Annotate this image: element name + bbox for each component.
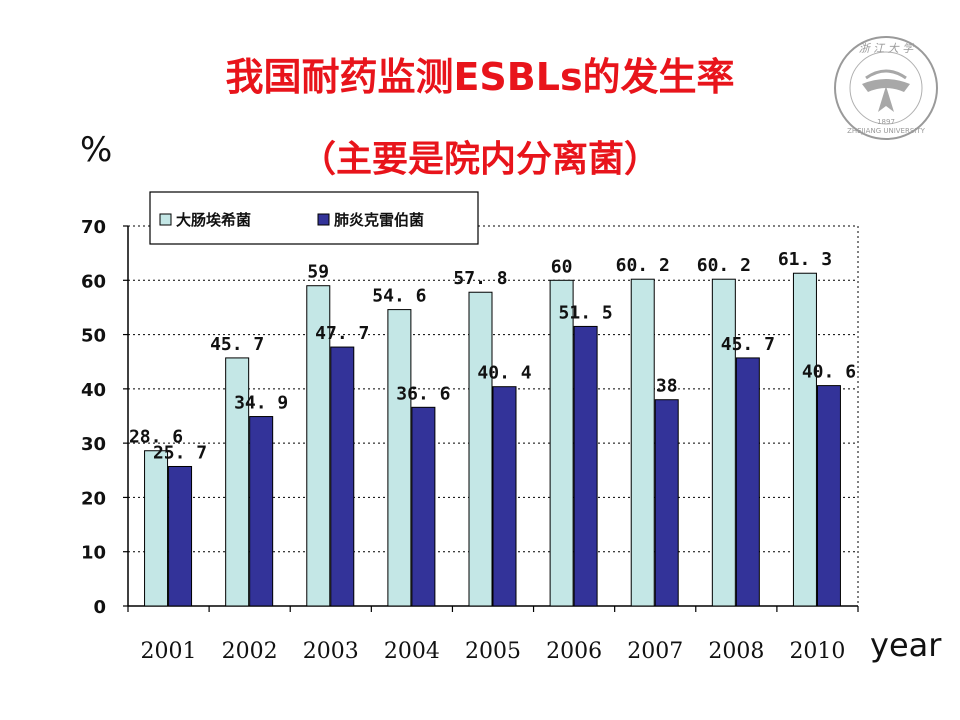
data-label: 57. 8 bbox=[453, 268, 507, 289]
bar-series1 bbox=[144, 450, 169, 607]
legend-swatch bbox=[159, 213, 172, 226]
data-label: 36. 6 bbox=[396, 383, 450, 404]
x-tick-label: 2004 bbox=[384, 639, 440, 664]
data-label: 45. 7 bbox=[210, 334, 264, 355]
bar-series2 bbox=[573, 325, 598, 607]
data-label: 25. 7 bbox=[153, 442, 207, 463]
data-label: 61. 3 bbox=[778, 249, 832, 270]
x-tick-label: 2005 bbox=[465, 639, 521, 664]
y-tick-label: 30 bbox=[81, 434, 106, 455]
y-tick-label: 10 bbox=[81, 543, 106, 564]
data-label: 45. 7 bbox=[721, 334, 775, 355]
x-tick-label: 2008 bbox=[708, 639, 764, 664]
y-unit-label: % bbox=[80, 130, 113, 170]
bar-series2 bbox=[816, 385, 841, 607]
data-label: 51. 5 bbox=[559, 302, 613, 323]
bar-series1 bbox=[630, 278, 655, 607]
y-tick-label: 20 bbox=[81, 488, 106, 509]
bar-series1 bbox=[306, 285, 331, 607]
y-tick-label: 60 bbox=[81, 271, 106, 292]
x-tick-label: 2006 bbox=[546, 639, 602, 664]
data-label: 38 bbox=[656, 376, 678, 397]
x-tick-label: 2001 bbox=[141, 639, 197, 664]
data-label: 60 bbox=[551, 256, 573, 277]
bar-series1 bbox=[792, 272, 817, 607]
svg-text:浙 江 大 学: 浙 江 大 学 bbox=[859, 42, 915, 55]
x-tick-label: 2010 bbox=[789, 639, 845, 664]
bar-series2 bbox=[654, 399, 679, 607]
bar-series2 bbox=[168, 465, 193, 607]
bar-series1 bbox=[549, 279, 574, 607]
data-label: 40. 4 bbox=[477, 363, 531, 384]
x-tick-label: 2007 bbox=[627, 639, 683, 664]
data-label: 47. 7 bbox=[315, 323, 369, 344]
bar-series1 bbox=[225, 357, 250, 607]
data-label: 59 bbox=[307, 262, 329, 283]
svg-text:1897: 1897 bbox=[877, 118, 895, 126]
bar-series2 bbox=[249, 416, 274, 607]
data-label: 40. 6 bbox=[802, 362, 856, 383]
bar-series1 bbox=[387, 309, 412, 607]
data-label: 60. 2 bbox=[616, 255, 670, 276]
svg-text:ZHEJIANG UNIVERSITY: ZHEJIANG UNIVERSITY bbox=[847, 127, 926, 135]
bar-series1 bbox=[711, 278, 736, 607]
chart-subtitle: （主要是院内分离菌） bbox=[299, 139, 660, 180]
data-label: 54. 6 bbox=[372, 286, 426, 307]
data-label: 28. 6 bbox=[129, 427, 183, 448]
data-label: 60. 2 bbox=[697, 255, 751, 276]
chart-title: 我国耐药监测ESBLs的发生率 bbox=[225, 55, 735, 99]
y-tick-label: 40 bbox=[81, 380, 106, 401]
x-tick-label: 2003 bbox=[303, 639, 359, 664]
x-unit-label: year bbox=[870, 626, 942, 664]
legend-swatch bbox=[317, 213, 330, 226]
bar-series2 bbox=[411, 406, 436, 607]
y-tick-label: 70 bbox=[81, 217, 106, 238]
bar-series2 bbox=[330, 346, 355, 607]
legend-label: 肺炎克雷伯菌 bbox=[334, 211, 424, 229]
legend-label: 大肠埃希菌 bbox=[176, 211, 251, 229]
y-tick-label: 0 bbox=[93, 597, 106, 618]
x-tick-label: 2002 bbox=[222, 639, 278, 664]
legend-box bbox=[149, 191, 479, 245]
bar-series2 bbox=[735, 357, 760, 607]
bar-series2 bbox=[492, 386, 517, 607]
y-tick-label: 50 bbox=[81, 326, 106, 347]
bar-series1 bbox=[468, 291, 493, 607]
university-seal-logo: 浙 江 大 学 ZHEJIANG UNIVERSITY 1897 bbox=[834, 36, 938, 140]
data-label: 34. 9 bbox=[234, 393, 288, 414]
